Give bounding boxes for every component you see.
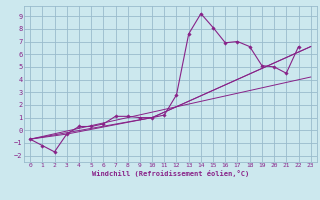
X-axis label: Windchill (Refroidissement éolien,°C): Windchill (Refroidissement éolien,°C) — [92, 170, 249, 177]
